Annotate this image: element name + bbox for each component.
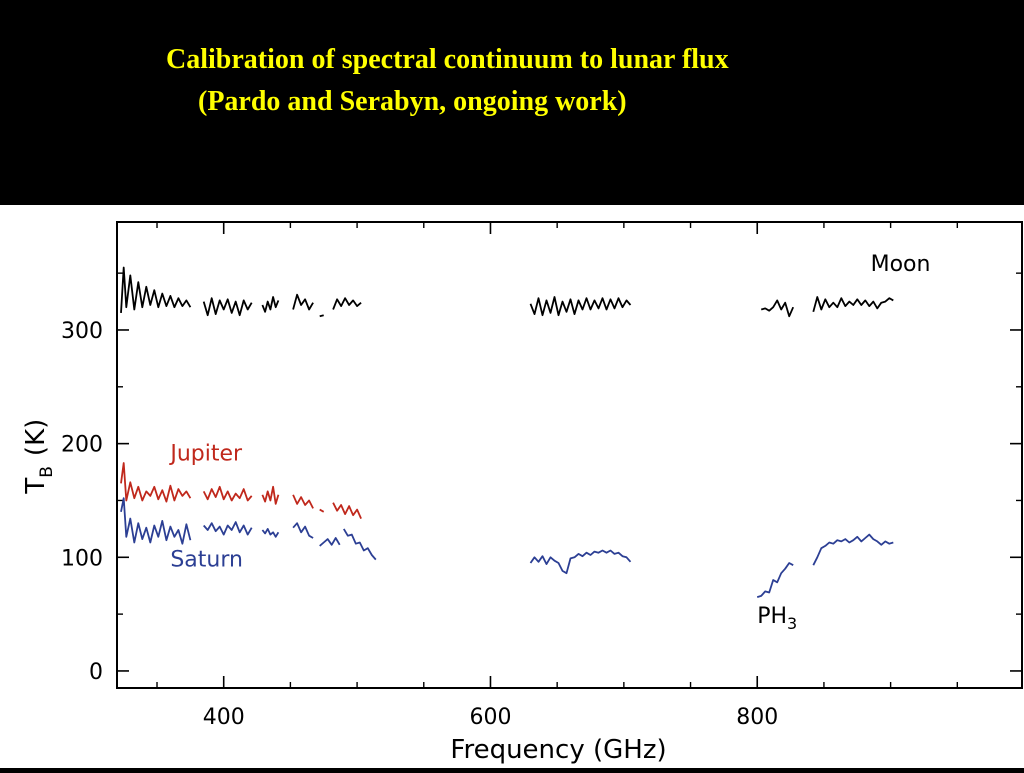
annotation-moon: Moon bbox=[871, 252, 931, 277]
series-line-moon bbox=[319, 314, 324, 318]
x-tick-label: 600 bbox=[469, 705, 511, 730]
series-line-moon bbox=[529, 296, 632, 317]
series-line-saturn bbox=[756, 562, 794, 598]
series-line-jupiter bbox=[292, 494, 314, 509]
series-line-saturn bbox=[812, 533, 894, 566]
series-line-moon bbox=[292, 293, 314, 311]
series-line-moon bbox=[812, 296, 894, 313]
x-tick-label: 400 bbox=[203, 705, 245, 730]
slide-title-area: Calibration of spectral continuum to lun… bbox=[0, 0, 1024, 205]
annotation-saturn: Saturn bbox=[170, 547, 243, 572]
series-line-moon bbox=[202, 297, 253, 317]
series-line-moon bbox=[332, 297, 362, 310]
plot-frame bbox=[116, 221, 1023, 689]
series-line-jupiter bbox=[332, 502, 362, 519]
series-line-saturn bbox=[203, 521, 253, 536]
slide-title: Calibration of spectral continuum to lun… bbox=[166, 44, 729, 75]
series-line-jupiter bbox=[202, 485, 253, 502]
series-line-jupiter bbox=[120, 462, 192, 503]
series-line-moon bbox=[760, 299, 795, 318]
series-line-moon bbox=[261, 296, 280, 313]
y-tick-label: 100 bbox=[61, 546, 103, 571]
x-tick-label: 800 bbox=[736, 705, 778, 730]
series-line-saturn bbox=[343, 528, 377, 561]
y-tick-label: 200 bbox=[61, 433, 103, 458]
series-line-saturn bbox=[319, 537, 341, 547]
series-line-moon bbox=[120, 266, 192, 313]
series-line-saturn bbox=[529, 549, 632, 575]
plot-panel: 400 600 800 0 100 200 300 Frequency (GHz) TB(K) M… bbox=[0, 205, 1024, 768]
series-line-saturn bbox=[120, 497, 192, 545]
slide-subtitle: (Pardo and Serabyn, ongoing work) bbox=[198, 86, 627, 117]
series-line-saturn bbox=[261, 527, 280, 538]
annotation-ph: PH3 bbox=[757, 604, 797, 633]
annotation-jupiter: Jupiter bbox=[168, 442, 243, 467]
series-line-saturn bbox=[292, 522, 314, 539]
y-axis-label: TB(K) bbox=[21, 419, 57, 495]
series-line-jupiter bbox=[319, 508, 325, 513]
y-tick-label: 0 bbox=[89, 660, 103, 685]
series-line-jupiter bbox=[261, 485, 280, 505]
x-axis-label: Frequency (GHz) bbox=[450, 735, 666, 765]
y-tick-label: 300 bbox=[61, 319, 103, 344]
brightness-temperature-chart: 400 600 800 0 100 200 300 Frequency (GHz) TB(K) M… bbox=[21, 221, 1023, 765]
